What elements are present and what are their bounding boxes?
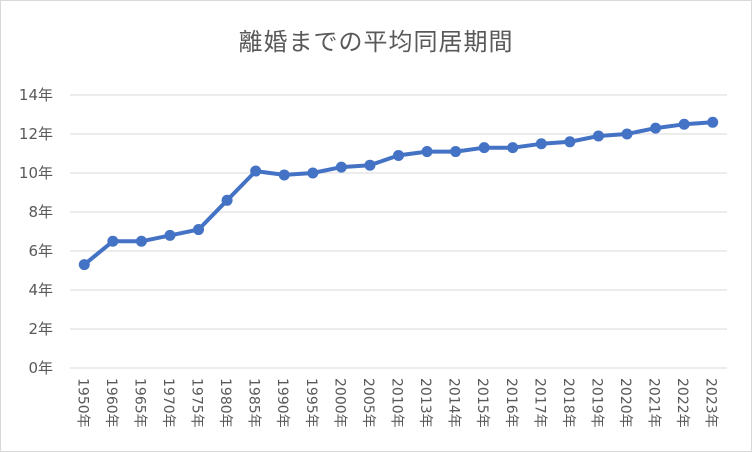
x-tick-label: 2019年 — [588, 378, 604, 428]
data-point — [335, 161, 347, 173]
x-tick-label: 1960年 — [103, 378, 119, 428]
data-point — [621, 128, 633, 140]
x-tick-label: 1980年 — [217, 378, 233, 428]
x-tick-label: 2022年 — [674, 378, 690, 428]
x-tick-label: 2000年 — [331, 378, 347, 428]
x-tick-label: 1975年 — [189, 378, 205, 428]
x-tick-label: 1995年 — [303, 378, 319, 428]
x-tick-label: 2023年 — [703, 378, 719, 428]
data-point — [707, 116, 719, 128]
y-tick-label: 10年 — [19, 164, 53, 182]
x-tick-label: 2005年 — [360, 378, 376, 428]
data-point — [650, 122, 662, 134]
x-tick-label: 1970年 — [160, 378, 176, 428]
data-point — [678, 118, 690, 130]
data-point — [393, 149, 404, 161]
x-tick-label: 2013年 — [417, 378, 433, 428]
y-tick-label: 6年 — [28, 242, 53, 260]
y-tick-label: 2年 — [28, 320, 53, 338]
data-point — [307, 167, 319, 179]
data-point — [421, 146, 433, 158]
y-tick-label: 12年 — [19, 125, 53, 143]
data-point — [564, 136, 576, 148]
data-point — [278, 169, 290, 181]
x-tick-label: 2017年 — [531, 378, 547, 428]
x-tick-label: 2016年 — [503, 378, 519, 428]
x-tick-label: 1965年 — [131, 378, 147, 428]
x-tick-label: 2010年 — [389, 378, 405, 428]
data-point — [107, 235, 119, 247]
data-point — [592, 130, 604, 142]
data-point — [221, 194, 233, 206]
x-tick-label: 2021年 — [646, 378, 662, 428]
data-point — [478, 142, 490, 154]
x-tick-label: 2018年 — [560, 378, 576, 428]
data-point — [364, 159, 376, 171]
x-tick-label: 1950年 — [74, 378, 90, 428]
x-tick-label: 1990年 — [274, 378, 290, 428]
series-line — [82, 120, 715, 267]
x-tick-label: 2015年 — [474, 378, 490, 428]
y-tick-label: 14年 — [19, 86, 53, 104]
data-point — [535, 138, 547, 150]
data-point — [78, 259, 90, 271]
data-point — [450, 146, 462, 158]
data-point — [193, 224, 205, 236]
y-tick-label: 0年 — [28, 359, 53, 377]
x-tick-label: 1985年 — [246, 378, 262, 428]
y-tick-label: 4年 — [28, 281, 53, 299]
data-point — [135, 235, 147, 247]
x-tick-label: 2020年 — [617, 378, 633, 428]
data-point — [250, 165, 262, 177]
y-tick-label: 8年 — [28, 203, 53, 221]
chart-title: 離婚までの平均同居期間 — [238, 28, 514, 56]
x-tick-label: 2014年 — [446, 378, 462, 428]
data-point — [507, 142, 519, 154]
data-point — [164, 229, 176, 241]
